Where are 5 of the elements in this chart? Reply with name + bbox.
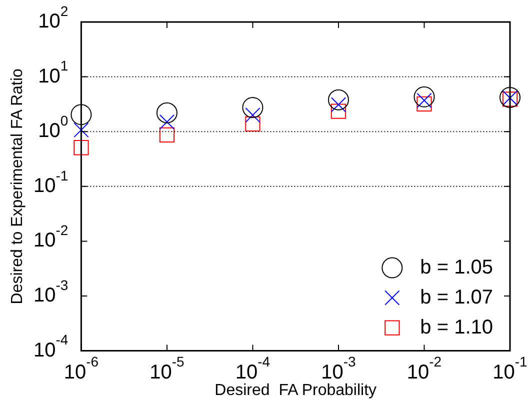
legend-label: b = 1.07 [420,286,493,308]
legend-label: b = 1.10 [420,316,493,338]
legend-label: b = 1.05 [420,256,493,278]
y-axis-title: Desired to Experimental FA Ratio [9,68,26,304]
x-axis-title: Desired FA Probability [214,382,377,399]
